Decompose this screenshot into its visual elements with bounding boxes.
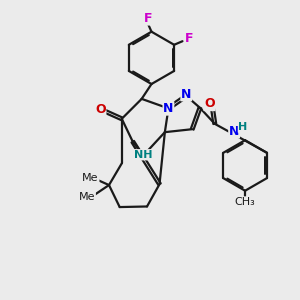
Text: NH: NH bbox=[134, 150, 153, 160]
Text: N: N bbox=[181, 88, 191, 100]
Text: Me: Me bbox=[82, 173, 99, 183]
Text: Me: Me bbox=[79, 192, 95, 202]
Text: N: N bbox=[163, 102, 174, 115]
Text: H: H bbox=[238, 122, 248, 132]
Text: O: O bbox=[95, 103, 106, 116]
Text: N: N bbox=[229, 125, 239, 138]
Text: O: O bbox=[204, 98, 215, 110]
Text: CH₃: CH₃ bbox=[235, 197, 256, 207]
Text: F: F bbox=[185, 32, 193, 45]
Text: F: F bbox=[144, 12, 152, 25]
